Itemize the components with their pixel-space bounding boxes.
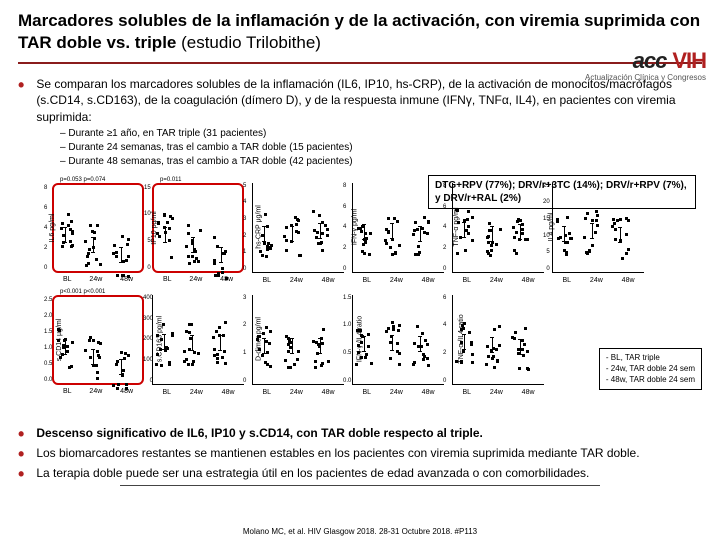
x-ticks: BL24w48w [253, 389, 344, 396]
conclusions: • Descenso significativo de IL6, IP10 y … [0, 425, 720, 483]
slide-header: Marcadores solubles de la inflamación y … [0, 0, 720, 58]
chart-panel-scd14: s.CD14 μg/ml2.52.01.51.00.50.0BL24w48wp<… [52, 295, 144, 385]
conclusion-bold: Descenso significativo de IL6, IP10 y s.… [36, 426, 483, 440]
y-ticks: 2520151050 [543, 183, 550, 272]
y-ticks: 6420 [443, 295, 446, 384]
chart-panel-ddimer: D-dimer pg/ml3210BL24w48w [252, 295, 344, 385]
legend-item: 48w, TAR doble 24 sem [606, 374, 695, 385]
y-ticks: 4003002001000 [143, 295, 153, 384]
x-ticks: BL24w48w [553, 277, 644, 284]
conclusion-text: Los biomarcadores restantes se mantienen… [36, 445, 702, 463]
chart-panel-ratio2: TNF-α /IL4 ratio6420BL24w48w [452, 295, 544, 385]
y-ticks: 2.52.01.51.00.50.0 [44, 297, 52, 383]
bullet-dot: • [18, 465, 24, 483]
logo-acc: acc [633, 48, 667, 74]
x-ticks: BL24w48w [453, 389, 544, 396]
y-axis-label: TNF-α pg/ml [453, 208, 460, 247]
x-ticks: BL24w48w [253, 277, 344, 284]
conclusion-rest: Los biomarcadores restantes se mantienen… [36, 446, 639, 460]
sub-item: Durante 24 semanas, tras el cambio a TAR… [60, 141, 702, 155]
logo: acc VIH [633, 48, 706, 74]
p-value: p=0.011 [160, 177, 181, 183]
y-ticks: 151050 [144, 185, 151, 271]
chart-panel-tnfa: TNF-α pg/ml86420BL24w48w [452, 183, 544, 273]
legend-item: 24w, TAR doble 24 sem [606, 363, 695, 374]
y-ticks: 543210 [243, 183, 246, 272]
x-ticks: BL24w48w [353, 389, 444, 396]
x-ticks: BL24w48w [154, 276, 242, 283]
x-ticks: BL24w48w [153, 389, 244, 396]
y-ticks: 86420 [443, 183, 446, 272]
x-ticks: BL24w48w [453, 277, 544, 284]
conclusion-rest: La terapia doble puede ser una estrategi… [36, 466, 589, 480]
y-ticks: 3210 [243, 295, 246, 384]
chart-panel-hscrp: hs-CRP μg/ml543210BL24w48w [252, 183, 344, 273]
chart-panel-il4: IL4 pg/ml2520151050BL24w48w [552, 183, 644, 273]
y-ticks: 86420 [343, 183, 346, 272]
logo-subtitle: Actualización Clínica y Congresos [585, 73, 706, 82]
conclusion-text: Descenso significativo de IL6, IP10 y s.… [36, 425, 702, 443]
sub-item: Durante 48 semanas, tras el cambio a TAR… [60, 155, 702, 169]
legend-item: BL, TAR triple [606, 352, 695, 363]
conclusion-row: • Los biomarcadores restantes se mantien… [18, 445, 702, 463]
intro-text: Se comparan los marcadores solubles de l… [36, 76, 702, 125]
sub-list: Durante ≥1 año, en TAR triple (31 pacien… [60, 127, 702, 169]
bullet-dot: • [18, 76, 24, 125]
p-value: p=0.053 p=0.074 [60, 177, 105, 183]
chart-panel-il6: IL6 pg/ml86420BL24w48wp=0.053 p=0.074 [52, 183, 144, 273]
x-ticks: BL24w48w [353, 277, 444, 284]
footer-citation: Molano MC, et al. HIV Glasgow 2018. 28-3… [0, 527, 720, 536]
slide-title: Marcadores solubles de la inflamación y … [18, 10, 702, 54]
y-ticks: 1.51.00.50.0 [343, 295, 351, 384]
logo-vih: VIH [672, 48, 706, 74]
chart-panel-ip10: IP10 pg/ml151050BL24w48wp=0.011 [152, 183, 244, 273]
chart-panel-ifng: IFN-γ pg/ml86420BL24w48w [352, 183, 444, 273]
figure-panels: IL6 pg/ml86420BL24w48wp=0.053 p=0.074IP1… [52, 183, 662, 403]
conclusion-row: • La terapia doble puede ser una estrate… [18, 465, 702, 483]
p-value: p<0.001 p<0.001 [60, 289, 105, 295]
footer-rule [120, 485, 600, 486]
intro-bullet: • Se comparan los marcadores solubles de… [18, 76, 702, 125]
y-ticks: 86420 [44, 185, 47, 271]
y-axis-label: IL6 pg/ml [49, 213, 56, 242]
x-ticks: BL24w48w [54, 388, 142, 395]
bullet-dot: • [18, 425, 24, 443]
conclusion-row: • Descenso significativo de IL6, IP10 y … [18, 425, 702, 443]
sub-item: Durante ≥1 año, en TAR triple (31 pacien… [60, 127, 702, 141]
bullet-dot: • [18, 445, 24, 463]
y-axis-label: IP10 pg/ml [151, 211, 158, 244]
chart-panel-ratio1: IFN-γ /IL4 ratio1.51.00.50.0BL24w48w [352, 295, 444, 385]
title-study: (estudio Trilobithe) [181, 33, 321, 52]
chart-panel-scd163: s.CD163 pg/ml4003002001000BL24w48w [152, 295, 244, 385]
legend-box: BL, TAR triple 24w, TAR doble 24 sem 48w… [599, 348, 702, 390]
conclusion-text: La terapia doble puede ser una estrategi… [36, 465, 702, 483]
title-main: Marcadores solubles de la inflamación y … [18, 11, 700, 52]
